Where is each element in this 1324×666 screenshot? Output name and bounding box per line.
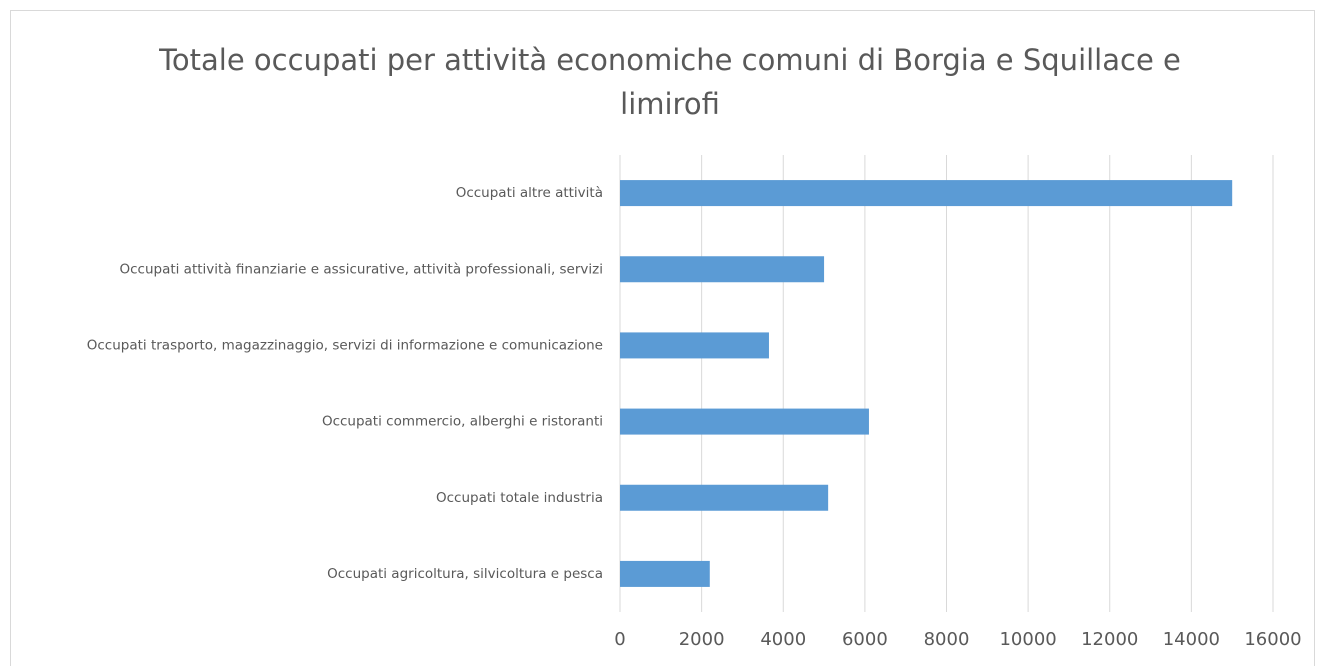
x-tick-label: 8000 [924, 629, 970, 650]
x-tick-label: 2000 [679, 629, 725, 650]
bar [620, 560, 710, 587]
y-tick-label: Occupati trasporto, magazzinaggio, servi… [87, 337, 603, 353]
chart-title: Totale occupati per attività economiche … [159, 43, 1181, 121]
bar [620, 332, 769, 359]
bar [620, 484, 829, 511]
bar [620, 408, 869, 435]
y-tick-label: Occupati commercio, alberghi e ristorant… [322, 414, 603, 430]
bar [620, 180, 1233, 207]
x-tick-label: 10000 [999, 629, 1056, 650]
bar [620, 256, 825, 283]
x-tick-label: 4000 [760, 629, 806, 650]
x-tick-label: 14000 [1163, 629, 1220, 650]
chart-frame [10, 10, 1315, 666]
y-tick-label: Occupati altre attività [456, 185, 603, 201]
y-tick-label: Occupati totale industria [436, 490, 603, 506]
x-tick-label: 6000 [842, 629, 888, 650]
x-tick-label: 16000 [1244, 629, 1301, 650]
y-tick-label: Occupati attività finanziarie e assicura… [119, 261, 603, 277]
x-tick-label: 0 [614, 629, 625, 650]
x-tick-label: 12000 [1081, 629, 1138, 650]
y-tick-label: Occupati agricoltura, silvicoltura e pes… [327, 566, 603, 582]
